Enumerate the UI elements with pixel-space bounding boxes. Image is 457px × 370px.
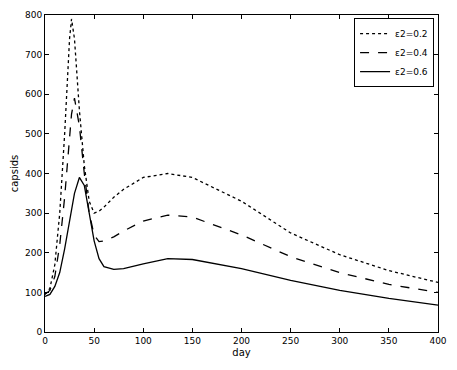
svg-text:ε2=0.4: ε2=0.4	[395, 48, 428, 58]
svg-text:600: 600	[25, 89, 42, 99]
svg-text:800: 800	[25, 10, 42, 20]
svg-text:200: 200	[233, 336, 250, 346]
svg-text:50: 50	[88, 336, 100, 346]
svg-text:100: 100	[135, 336, 152, 346]
svg-text:500: 500	[25, 129, 42, 139]
svg-text:100: 100	[25, 288, 42, 298]
svg-text:0: 0	[36, 327, 42, 337]
svg-text:350: 350	[380, 336, 397, 346]
svg-text:300: 300	[331, 336, 348, 346]
svg-text:300: 300	[25, 208, 42, 218]
svg-text:ε2=0.2: ε2=0.2	[395, 29, 427, 39]
svg-text:400: 400	[25, 169, 42, 179]
svg-text:capsids: capsids	[9, 155, 20, 193]
svg-text:700: 700	[25, 50, 42, 60]
svg-text:250: 250	[282, 336, 299, 346]
svg-text:day: day	[232, 347, 250, 358]
svg-text:200: 200	[25, 248, 42, 258]
svg-text:150: 150	[184, 336, 201, 346]
svg-text:0: 0	[42, 336, 48, 346]
svg-text:400: 400	[429, 336, 446, 346]
svg-text:ε2=0.6: ε2=0.6	[395, 67, 428, 77]
